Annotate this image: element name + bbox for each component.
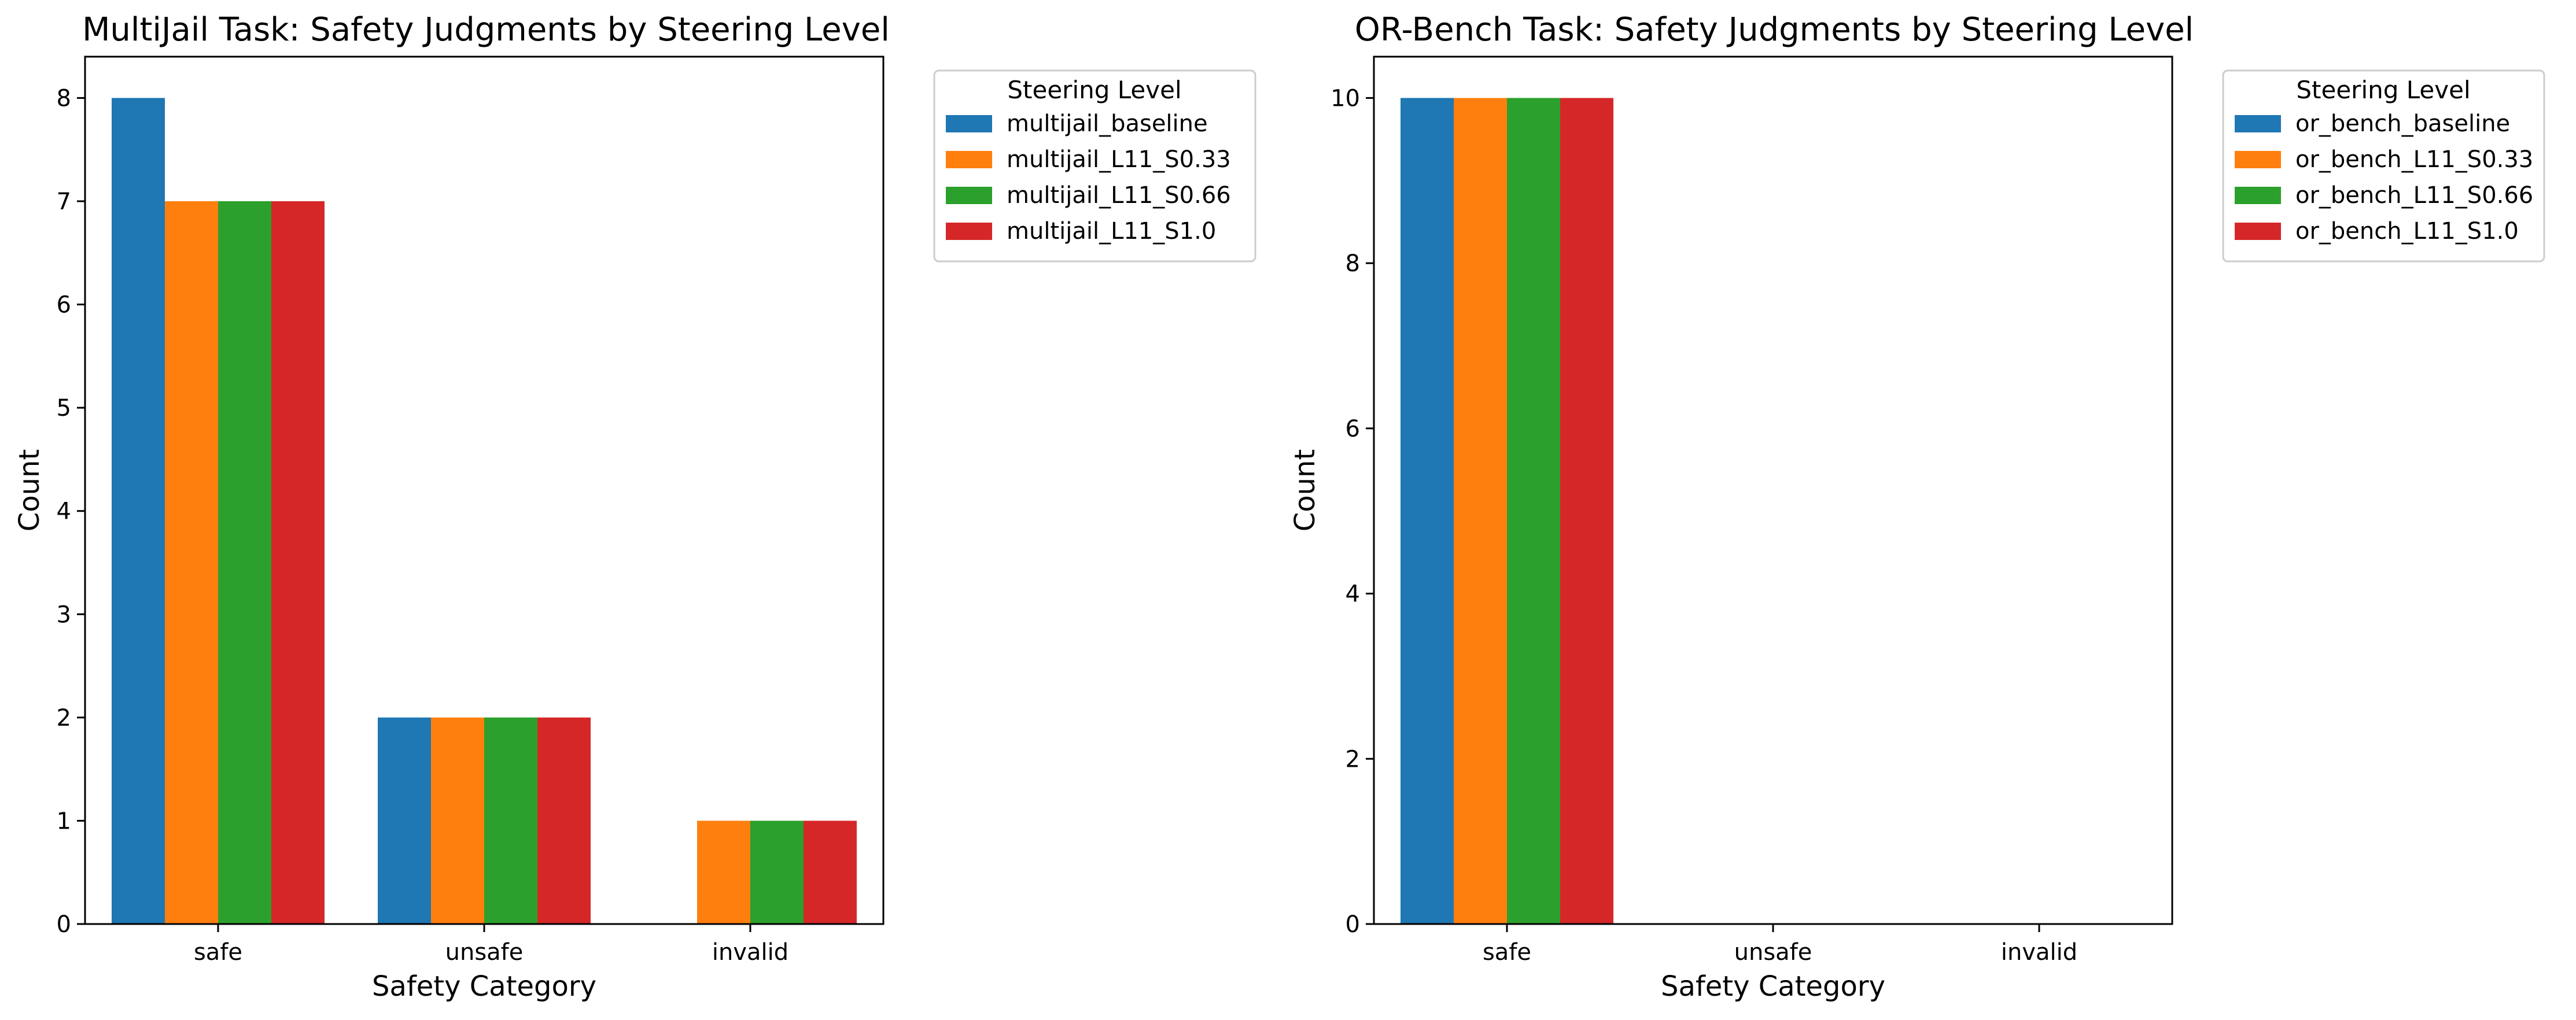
y-tick-label: 2 [57,705,71,731]
x-tick-label: invalid [712,939,788,966]
bar-group [112,98,857,924]
chart-or-bench: OR-Bench Task: Safety Judgments by Steer… [1289,11,2545,1003]
x-tick-label: safe [194,939,242,966]
bar [431,717,484,924]
legend-items: or_bench_baseline or_bench_L11_S0.33 or_be… [2235,110,2533,245]
y-axis-label: Count [1289,449,1321,532]
legend-label: multijail_L11_S0.66 [1007,182,1231,209]
legend-label: multijail_L11_S1.0 [1007,218,1216,245]
bar [1560,98,1613,924]
legend-label: or_bench_L11_S0.33 [2295,146,2533,173]
x-tick-label: unsafe [445,939,524,966]
y-tick-label: 8 [1346,250,1360,277]
x-axis-ticks: safe unsafe invalid [1483,924,2077,966]
chart-title: MultiJail Task: Safety Judgments by Stee… [82,11,890,49]
bar [271,201,325,924]
legend-label: or_bench_baseline [2295,110,2510,137]
legend-label: or_bench_L11_S1.0 [2295,218,2519,245]
y-tick-label: 0 [1346,911,1360,938]
bar [697,821,750,924]
bar-group [1401,98,1613,924]
legend-label: multijail_L11_S0.33 [1007,146,1231,173]
legend-swatch [946,151,992,168]
bar [112,98,165,924]
bar [218,201,271,924]
legend-title: Steering Level [2296,76,2470,104]
plot-frame [1373,56,2173,925]
legend-title: Steering Level [1007,76,1181,104]
legend-label: or_bench_L11_S0.66 [2295,182,2533,209]
legend: Steering Level or_bench_baselineor_bench… [2222,69,2545,263]
chart-title: OR-Bench Task: Safety Judgments by Steer… [1355,11,2194,49]
x-axis-label: Safety Category [1661,970,1885,1003]
legend-swatch [2235,151,2281,168]
bar [378,717,431,924]
plot-frame [84,56,885,925]
legend-frame [933,69,1256,263]
legend-items: multijail_baseline multijail_L11_S0.33mul… [946,110,1231,245]
bar [804,821,857,924]
y-tick-label: 6 [1346,416,1360,442]
y-tick-label: 2 [1346,746,1360,773]
bar [1401,98,1454,924]
x-tick-label: safe [1483,939,1531,966]
bar [165,201,218,924]
y-tick-label: 8 [57,85,71,112]
y-axis-ticks: 0 1 2 3 4 5 6 7 8 [57,85,85,938]
legend-swatch [946,223,992,240]
x-axis-label: Safety Category [372,970,596,1003]
y-tick-label: 3 [57,601,71,628]
legend-swatch [2235,223,2281,240]
y-tick-label: 5 [57,395,71,422]
x-tick-label: invalid [2001,939,2077,966]
bar [750,821,804,924]
bar [1507,98,1560,924]
legend-swatch [2235,187,2281,204]
chart-multijail: MultiJail Task: Safety Judgments by Stee… [13,11,1256,1003]
y-tick-label: 0 [57,911,71,938]
y-tick-label: 10 [1331,85,1360,112]
y-axis-ticks: 0 2 4 6 8 10 [1331,85,1374,938]
legend-label: multijail_baseline [1007,110,1208,137]
y-tick-label: 1 [57,808,71,834]
y-tick-label: 6 [57,292,71,319]
bar [484,717,537,924]
y-tick-label: 7 [57,189,71,215]
y-tick-label: 4 [57,498,71,525]
legend-swatch [2235,115,2281,132]
bar [1454,98,1507,924]
y-axis-label: Count [13,449,46,532]
legend-swatch [946,115,992,132]
y-tick-label: 4 [1346,581,1360,608]
bar [537,717,591,924]
x-axis-ticks: safe unsafe invalid [194,924,788,966]
legend-swatch [946,187,992,204]
legend: Steering Level multijail_baselinemultija… [933,69,1256,263]
x-tick-label: unsafe [1734,939,1812,966]
legend-frame [2222,69,2545,263]
